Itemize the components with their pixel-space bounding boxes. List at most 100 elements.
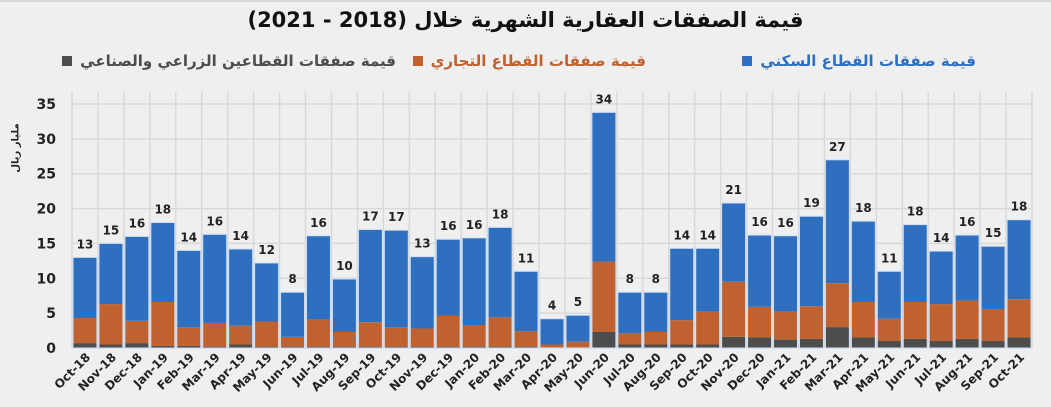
bar-segment-commercial: [124, 320, 149, 344]
legend-label-agri-industrial: قيمة صفقات القطاعين الزراعي والصناعي: [80, 52, 396, 70]
data-label: 15: [985, 226, 1002, 240]
bar-segment-residential: [903, 224, 928, 302]
bar-segment-agri-industrial: [617, 344, 642, 348]
data-label: 16: [129, 216, 146, 230]
bar-segment-residential: [150, 222, 175, 302]
bar-segment-residential: [280, 292, 305, 337]
gridlines: [71, 92, 1033, 349]
legend-swatch-commercial: [412, 56, 423, 66]
bar-segment-agri-industrial: [254, 346, 279, 348]
bar-outline: [747, 234, 773, 349]
bar-segment-agri-industrial: [799, 338, 824, 348]
bar-segment-agri-industrial: [903, 338, 928, 348]
bar-segment-residential: [332, 278, 357, 332]
bar-segment-commercial: [98, 304, 123, 345]
bar-segment-agri-industrial: [202, 346, 227, 348]
bar-segment-commercial: [358, 322, 383, 347]
bar-segment-residential: [565, 315, 590, 342]
bar-segment-commercial: [254, 321, 279, 347]
bar-outline: [850, 220, 876, 349]
data-label: 13: [414, 237, 431, 251]
bar-outline: [409, 256, 435, 349]
legend-label-residential: قيمة صفقات القطاع السكني: [760, 52, 976, 70]
bar-segment-agri-industrial: [669, 344, 694, 348]
bar-segment-commercial: [436, 315, 461, 347]
bar-segment-residential: [643, 292, 668, 332]
bar-segment-agri-industrial: [384, 346, 409, 348]
bar-outline: [306, 235, 331, 349]
data-label: 16: [440, 219, 457, 233]
bar-segment-agri-industrial: [591, 331, 616, 348]
data-label: 8: [652, 272, 660, 286]
bar-segment-agri-industrial: [851, 337, 876, 348]
data-label: 14: [933, 231, 950, 245]
bar-segment-residential: [358, 229, 383, 323]
bar-segment-agri-industrial: [462, 346, 487, 348]
data-label: 16: [310, 216, 327, 230]
bar-outline: [461, 237, 487, 349]
bar-segment-commercial: [540, 344, 564, 348]
bar-outline: [1006, 219, 1032, 349]
legend-item-commercial: قيمة صفقات القطاع التجاري: [412, 52, 646, 70]
bar-segment-agri-industrial: [929, 341, 954, 348]
bar-segment-residential: [306, 235, 331, 320]
bar-segment-residential: [73, 257, 97, 319]
data-label: 14: [180, 230, 197, 244]
bar-segment-agri-industrial: [332, 346, 357, 348]
bar-segment-agri-industrial: [98, 344, 123, 348]
bar-segment-agri-industrial: [877, 341, 902, 348]
data-label: 14: [232, 229, 249, 243]
y-axis-ticks: 0 5 10 15 20 25 30 35: [37, 97, 57, 357]
bar-segment-agri-industrial: [306, 346, 331, 348]
bar-outline: [176, 249, 202, 349]
data-label: 15: [103, 223, 120, 237]
data-label: 34: [596, 92, 613, 106]
bar-segment-residential: [540, 318, 564, 345]
bar-segment-commercial: [903, 301, 928, 339]
y-tick-label: 35: [37, 97, 56, 113]
bar-segment-agri-industrial: [280, 346, 305, 348]
bar-segment-commercial: [825, 283, 850, 328]
bar-segment-residential: [436, 239, 461, 316]
bar-outline: [331, 278, 357, 349]
bar-segment-agri-industrial: [410, 346, 435, 348]
bar-segment-agri-industrial: [228, 344, 253, 348]
data-label: 16: [466, 218, 483, 232]
bar-segment-residential: [228, 249, 253, 326]
data-label: 12: [258, 243, 275, 257]
bar-segment-commercial: [150, 301, 175, 346]
bar-segment-commercial: [643, 331, 668, 345]
bar-outline: [669, 247, 695, 349]
bar-segment-commercial: [306, 319, 331, 347]
bar-segment-agri-industrial: [981, 341, 1006, 348]
y-tick-label: 5: [46, 306, 56, 322]
data-label: 16: [751, 215, 768, 229]
bar-segment-residential: [981, 246, 1006, 309]
bar-segment-commercial: [851, 301, 876, 338]
data-label: 11: [518, 251, 535, 265]
bar-segment-agri-industrial: [721, 336, 746, 348]
bar-segment-residential: [202, 234, 227, 323]
data-label: 21: [725, 183, 742, 197]
bar-outline: [202, 233, 228, 349]
bar-segment-residential: [877, 271, 902, 319]
bar-outline: [876, 270, 902, 349]
bar-segment-agri-industrial: [955, 338, 980, 348]
bar-segment-agri-industrial: [643, 344, 668, 348]
data-label: 18: [154, 203, 171, 217]
y-tick-label: 20: [37, 202, 57, 218]
data-label: 5: [574, 295, 582, 309]
bar-segment-residential: [695, 248, 720, 312]
data-label: 8: [288, 272, 296, 286]
bar-segment-agri-industrial: [1007, 337, 1031, 348]
bar-outline: [487, 226, 513, 349]
bar-outline: [954, 234, 980, 349]
data-label: 10: [336, 259, 353, 273]
bar-segment-agri-industrial: [124, 343, 149, 348]
bar-segment-agri-industrial: [514, 346, 539, 348]
data-label: 14: [699, 228, 716, 242]
bar-segment-agri-industrial: [176, 345, 201, 348]
bar-outline: [824, 159, 850, 349]
bar-segment-residential: [721, 202, 746, 282]
bar-segment-agri-industrial: [747, 337, 772, 348]
